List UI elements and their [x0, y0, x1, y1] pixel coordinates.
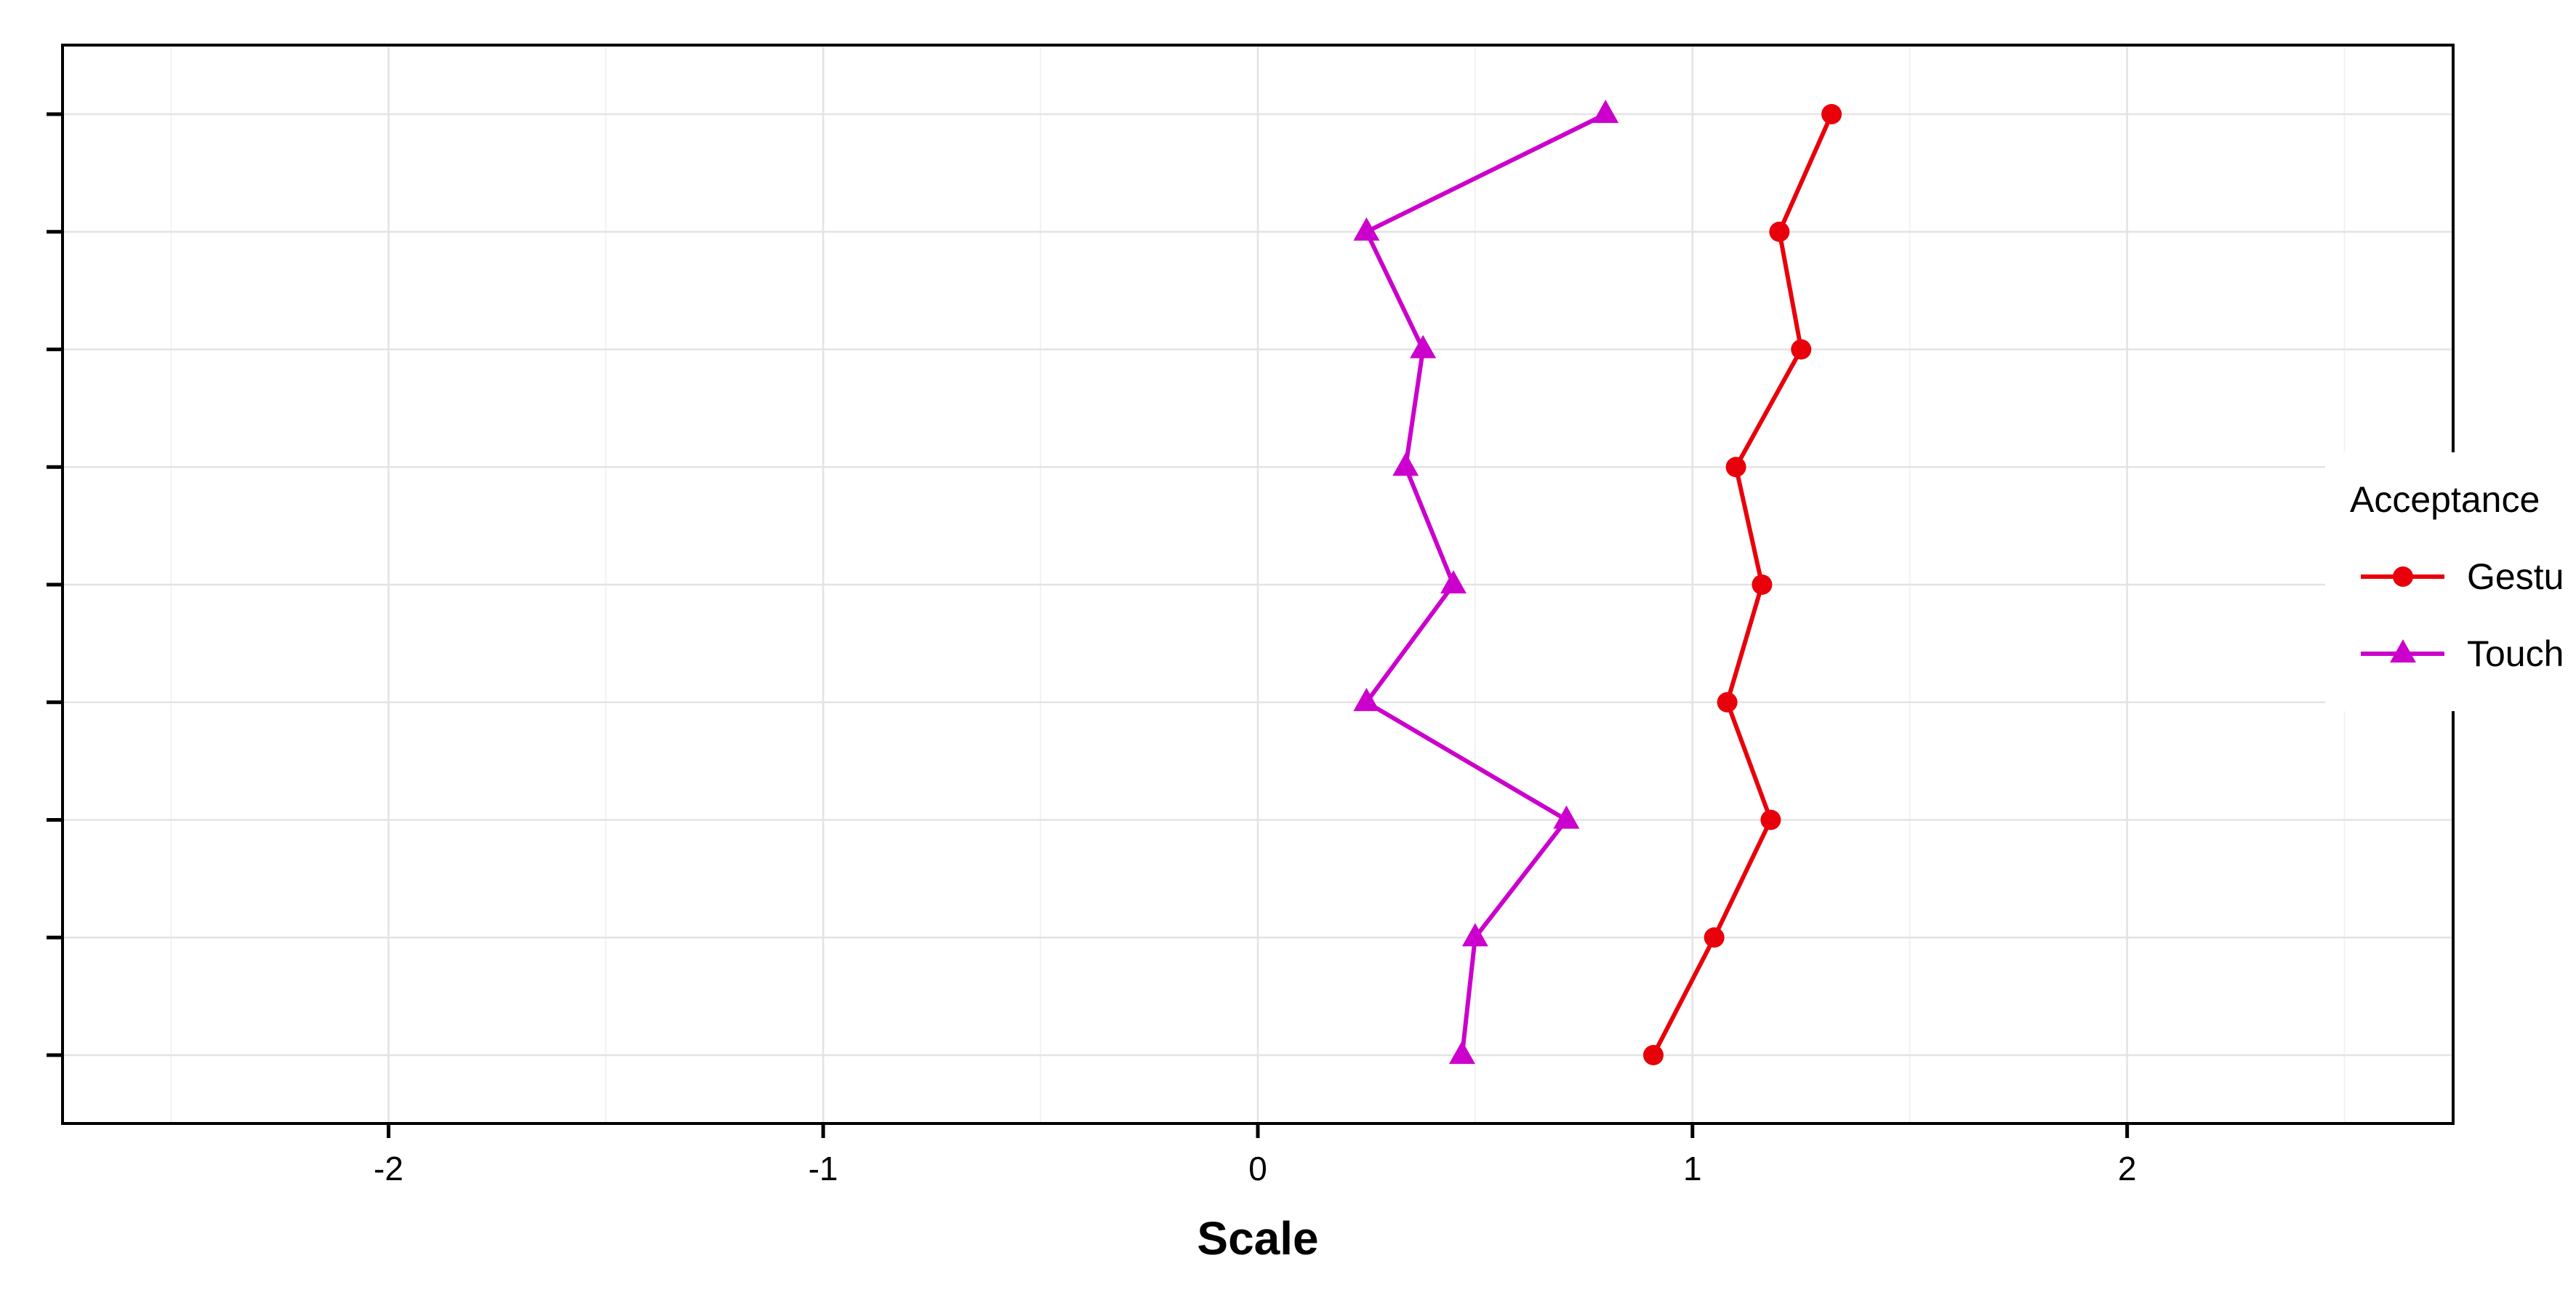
legend-key-marker-gestu	[2393, 566, 2413, 587]
data-point	[1643, 1045, 1664, 1065]
data-point	[1448, 1041, 1475, 1065]
data-point	[1410, 334, 1437, 358]
data-point	[1553, 805, 1580, 829]
legend-label-gestu: Gestu	[2467, 556, 2564, 597]
data-point	[1353, 217, 1380, 241]
legend: Acceptance Gestu Touch	[2325, 452, 2576, 711]
data-point	[1440, 570, 1467, 594]
legend-title: Acceptance	[2350, 479, 2540, 520]
grid-layer	[63, 45, 2453, 1123]
data-point	[1353, 687, 1380, 711]
data-point	[1791, 339, 1812, 360]
data-point	[1717, 692, 1738, 713]
series-layer	[1353, 100, 1842, 1065]
data-point	[1592, 100, 1619, 124]
data-point	[1769, 221, 1790, 242]
x-tick-label: 2	[2118, 1150, 2137, 1187]
data-point	[1821, 104, 1842, 124]
data-point	[1461, 923, 1488, 947]
data-point	[1704, 927, 1725, 948]
x-tick-label: 1	[1683, 1150, 1702, 1187]
data-point	[1760, 809, 1781, 830]
data-point	[1392, 452, 1419, 476]
x-axis: -2 -1 0 1 2	[47, 112, 2137, 1187]
data-point	[1725, 457, 1746, 478]
x-tick-label: -2	[374, 1150, 404, 1187]
x-axis-title: Scale	[1197, 1212, 1318, 1265]
legend-key-marker-touch	[2390, 639, 2416, 663]
legend-background	[2325, 452, 2576, 711]
x-tick-label: 0	[1248, 1150, 1267, 1187]
data-point	[1752, 574, 1773, 595]
x-tick-label: -1	[808, 1150, 838, 1187]
legend-label-touch: Touch	[2467, 633, 2564, 674]
